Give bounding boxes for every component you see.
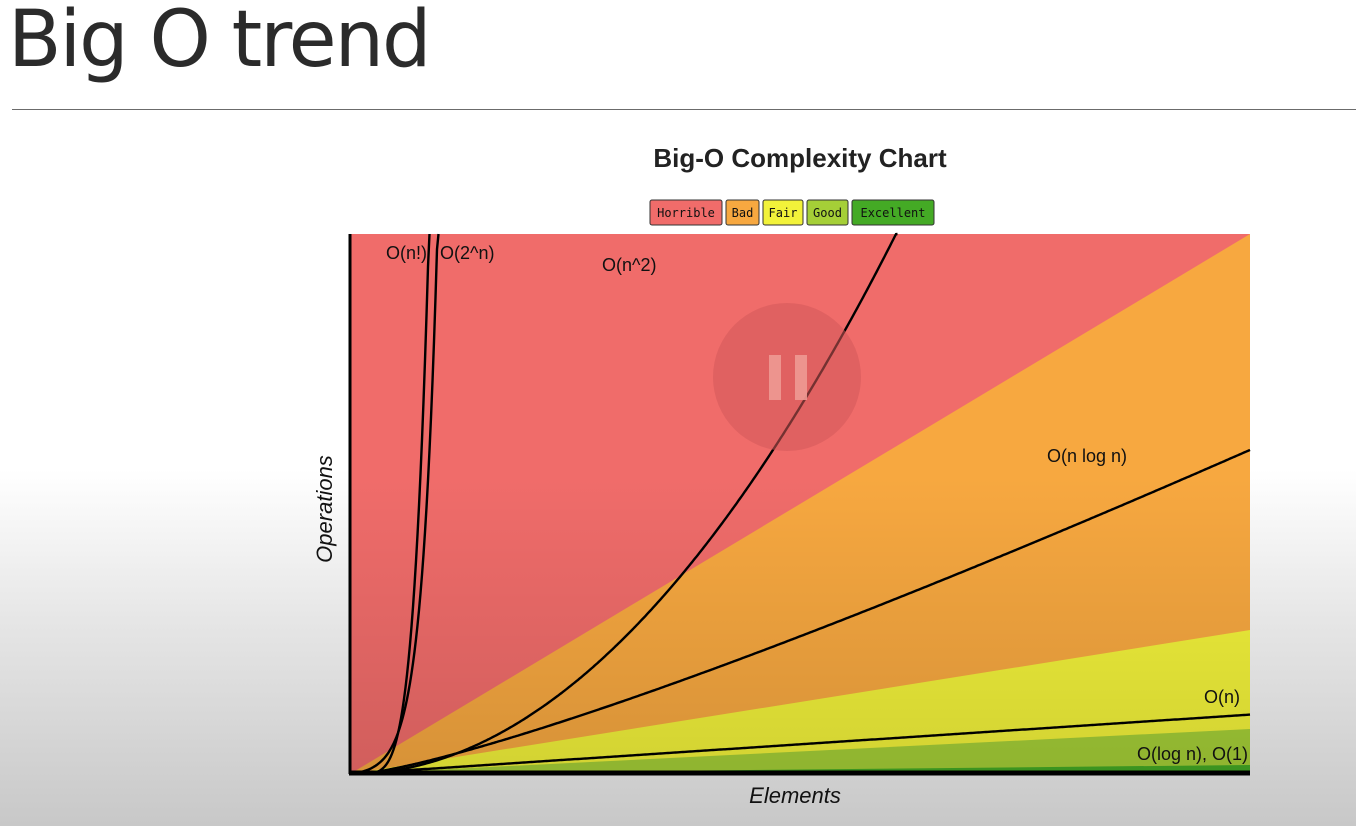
legend-swatch-horrible <box>649 199 723 226</box>
title-divider <box>12 109 1356 110</box>
legend-label-good: Good <box>813 206 842 220</box>
chart-title: Big-O Complexity Chart <box>653 143 947 173</box>
label-o-log-n-o-1-: O(log n), O(1) <box>1137 744 1248 764</box>
label-o-n-log-n-: O(n log n) <box>1047 446 1127 466</box>
label-o-2-n-: O(2^n) <box>440 243 494 263</box>
curve-o-n- <box>349 713 1251 776</box>
legend-label-excellent: Excellent <box>860 206 925 220</box>
video-pause-overlay[interactable] <box>713 303 861 451</box>
legend-swatch-bad <box>725 199 760 226</box>
legend-label-bad: Bad <box>732 206 754 220</box>
y-axis-label: Operations <box>312 455 337 563</box>
pause-icon[interactable] <box>795 355 807 400</box>
label-o-n-2-: O(n^2) <box>602 255 656 275</box>
curve-labels: O(n!) O(2^n) O(n^2) O(n log n) O(n) O(log n),… <box>386 243 1248 764</box>
pause-icon[interactable] <box>769 355 781 400</box>
curve-o-n-log-n- <box>349 448 1251 776</box>
x-axis-label: Elements <box>749 783 841 808</box>
legend-label-horrible: Horrible <box>657 206 715 220</box>
label-o-n-: O(n) <box>1204 687 1240 707</box>
pause-button-circle[interactable] <box>713 303 861 451</box>
slide-title: Big O trend <box>8 0 432 85</box>
legend-swatch-good <box>806 199 849 226</box>
legend-label-fair: Fair <box>769 206 798 220</box>
legend-swatch-fair <box>762 199 804 226</box>
label-o-n-: O(n!) <box>386 243 427 263</box>
chart-legend: Horrible Bad Fair Good Excellent <box>649 199 935 226</box>
legend-swatch-excellent <box>851 199 935 226</box>
